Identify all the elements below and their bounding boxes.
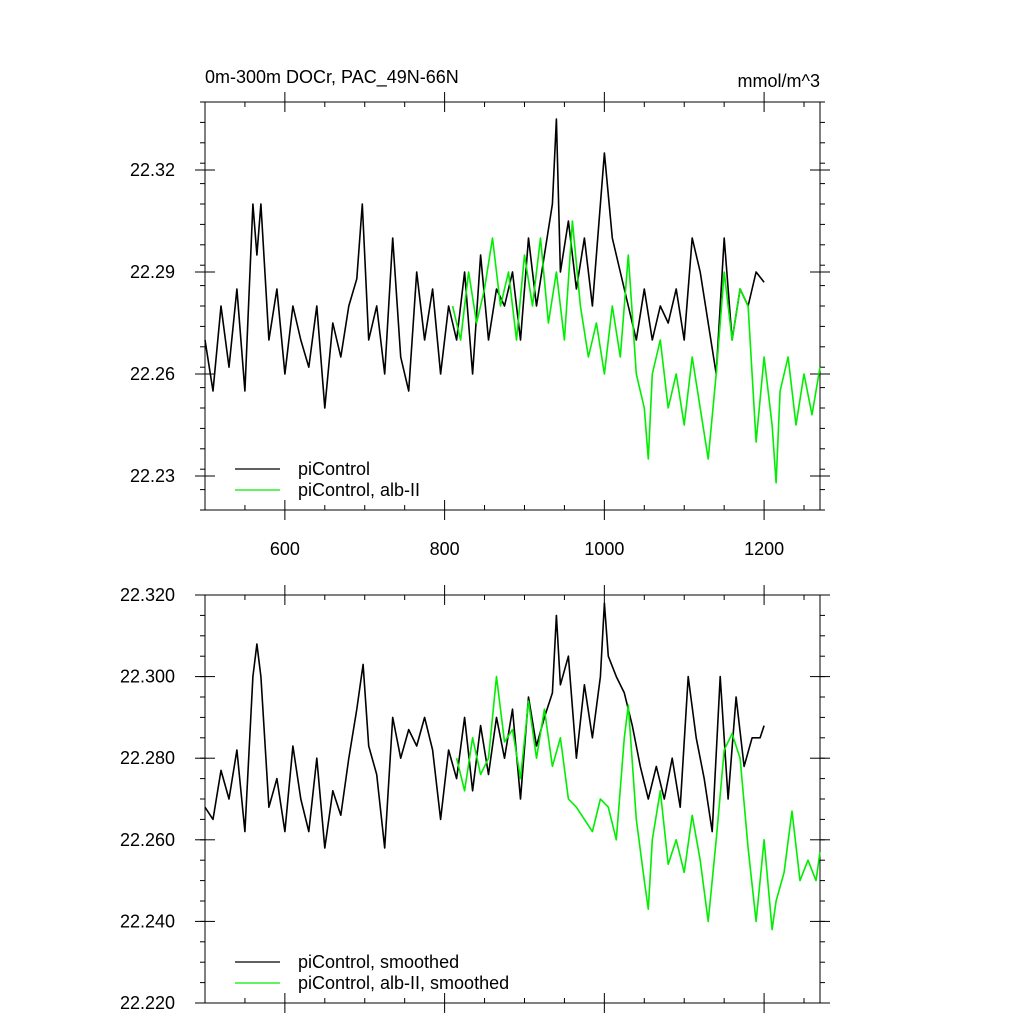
bottom-series-line-picontrol-smoothed	[204, 602, 765, 849]
top-panel: 0m-300m DOCr, PAC_49N-66N mmol/m^3 600 80…	[130, 67, 830, 559]
top-series-line-picontrol	[204, 118, 765, 409]
top-legend-label-picontrol: piControl	[298, 459, 370, 479]
top-ytick-label-1: 22.26	[130, 364, 175, 384]
top-legend: piControl piControl, alb-II	[235, 459, 420, 500]
bottom-ytick-label-1: 22.240	[120, 911, 175, 931]
top-axis-ticks: 600 800 1000 1200 22.23 22.26 22.29 22.32	[130, 92, 830, 559]
top-xtick-label-800: 800	[430, 539, 460, 559]
top-legend-label-alb-ii: piControl, alb-II	[298, 480, 420, 500]
bottom-ytick-label-3: 22.280	[120, 748, 175, 768]
bottom-legend-label-alb-ii-smoothed: piControl, alb-II, smoothed	[298, 973, 509, 993]
top-series-group	[204, 118, 821, 484]
bottom-ytick-label-5: 22.320	[120, 585, 175, 605]
bottom-series-line-picontrol-alb-ii-smoothed	[455, 675, 821, 931]
bottom-ytick-label-2: 22.260	[120, 830, 175, 850]
top-series-line-picontrol-alb-ii	[451, 220, 821, 484]
bottom-legend: piControl, smoothed piControl, alb-II, s…	[235, 952, 509, 993]
bottom-series-group	[204, 602, 821, 931]
top-chart-units: mmol/m^3	[738, 71, 820, 91]
bottom-ytick-label-4: 22.300	[120, 667, 175, 687]
bottom-axis-ticks: 22.220 22.240 22.260 22.280 22.300 22.320	[120, 585, 830, 1013]
top-xtick-label-1200: 1200	[744, 539, 784, 559]
bottom-legend-label-picontrol-smoothed: piControl, smoothed	[298, 952, 459, 972]
top-ytick-label-2: 22.29	[130, 262, 175, 282]
top-chart-title: 0m-300m DOCr, PAC_49N-66N	[205, 67, 459, 88]
top-xtick-label-1000: 1000	[584, 539, 624, 559]
bottom-ytick-label-0: 22.220	[120, 993, 175, 1013]
top-xtick-label-600: 600	[270, 539, 300, 559]
top-ytick-label-0: 22.23	[130, 466, 175, 486]
top-ytick-label-3: 22.32	[130, 160, 175, 180]
bottom-panel: 22.220 22.240 22.260 22.280 22.300 22.320 piC…	[120, 585, 830, 1013]
